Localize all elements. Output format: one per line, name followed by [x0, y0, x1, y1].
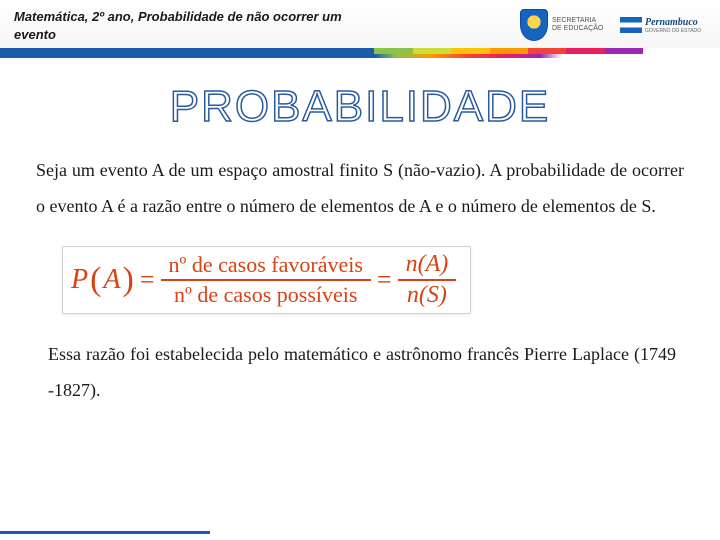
shield-icon: [520, 9, 548, 41]
var-A: A: [101, 196, 113, 216]
lparen-icon: (: [90, 261, 101, 299]
var-S: S: [641, 196, 651, 216]
logo-pe-text: Pernambuco: [645, 17, 701, 28]
logo-pernambuco: Pernambuco GOVERNO DO ESTADO: [620, 10, 710, 40]
var-n: n: [407, 282, 419, 308]
formula-box: P(A) = nº de casos favoráveis nº de caso…: [62, 246, 471, 314]
logo-line2: DE EDUCAÇÃO: [552, 25, 603, 33]
denominator: nº de casos possíveis: [166, 282, 365, 308]
fraction-bar-icon: [161, 279, 371, 281]
flag-icon: [620, 17, 642, 33]
text: .: [651, 196, 656, 216]
var-A: A: [419, 196, 431, 216]
var-S: S: [383, 160, 393, 180]
denominator: n(S): [399, 282, 455, 309]
footer-accent-bar: [0, 531, 210, 534]
definition-paragraph: Seja um evento A de um espaço amostral f…: [36, 152, 684, 224]
slide-content: PROBABILIDADE Seja um evento A de um esp…: [0, 58, 720, 408]
text: de um espaço amostral finito: [164, 160, 383, 180]
numerator: nº de casos favoráveis: [161, 252, 371, 278]
attribution-paragraph: Essa razão foi estabelecida pelo matemát…: [36, 336, 684, 408]
fraction-words: nº de casos favoráveis nº de casos possí…: [161, 252, 371, 308]
fraction-symbols: n(A) n(S): [398, 251, 457, 309]
logo-secretaria-educacao: SECRETARIA DE EDUCAÇÃO: [520, 6, 610, 44]
fraction-bar-icon: [398, 279, 457, 281]
text: e o número de elementos de: [431, 196, 641, 216]
equals-sign: =: [134, 265, 161, 295]
equals-sign: =: [371, 265, 398, 295]
probability-formula: P(A) = nº de casos favoráveis nº de caso…: [63, 247, 470, 313]
var-A: A: [426, 251, 441, 277]
formula-P: P: [69, 264, 90, 296]
breadcrumb: Matemática, 2º ano, Probabilidade de não…: [14, 8, 354, 43]
logo-pe-sub: GOVERNO DO ESTADO: [645, 28, 701, 34]
logo-line1: SECRETARIA: [552, 17, 603, 25]
slide-header: Matemática, 2º ano, Probabilidade de não…: [0, 0, 720, 58]
var-S: S: [427, 282, 439, 308]
formula-A: A: [101, 264, 122, 296]
var-A: A: [152, 160, 164, 180]
text: Seja um evento: [36, 160, 152, 180]
page-title: PROBABILIDADE: [36, 82, 684, 132]
text: é a razão entre o número de elementos de: [113, 196, 419, 216]
header-colorbar: [0, 48, 720, 54]
logo-secretaria-text: SECRETARIA DE EDUCAÇÃO: [552, 17, 603, 32]
var-n: n: [406, 251, 418, 277]
header-logos: SECRETARIA DE EDUCAÇÃO Pernambuco GOVERN…: [520, 6, 710, 44]
numerator: n(A): [398, 251, 457, 278]
rparen-icon: ): [123, 261, 134, 299]
